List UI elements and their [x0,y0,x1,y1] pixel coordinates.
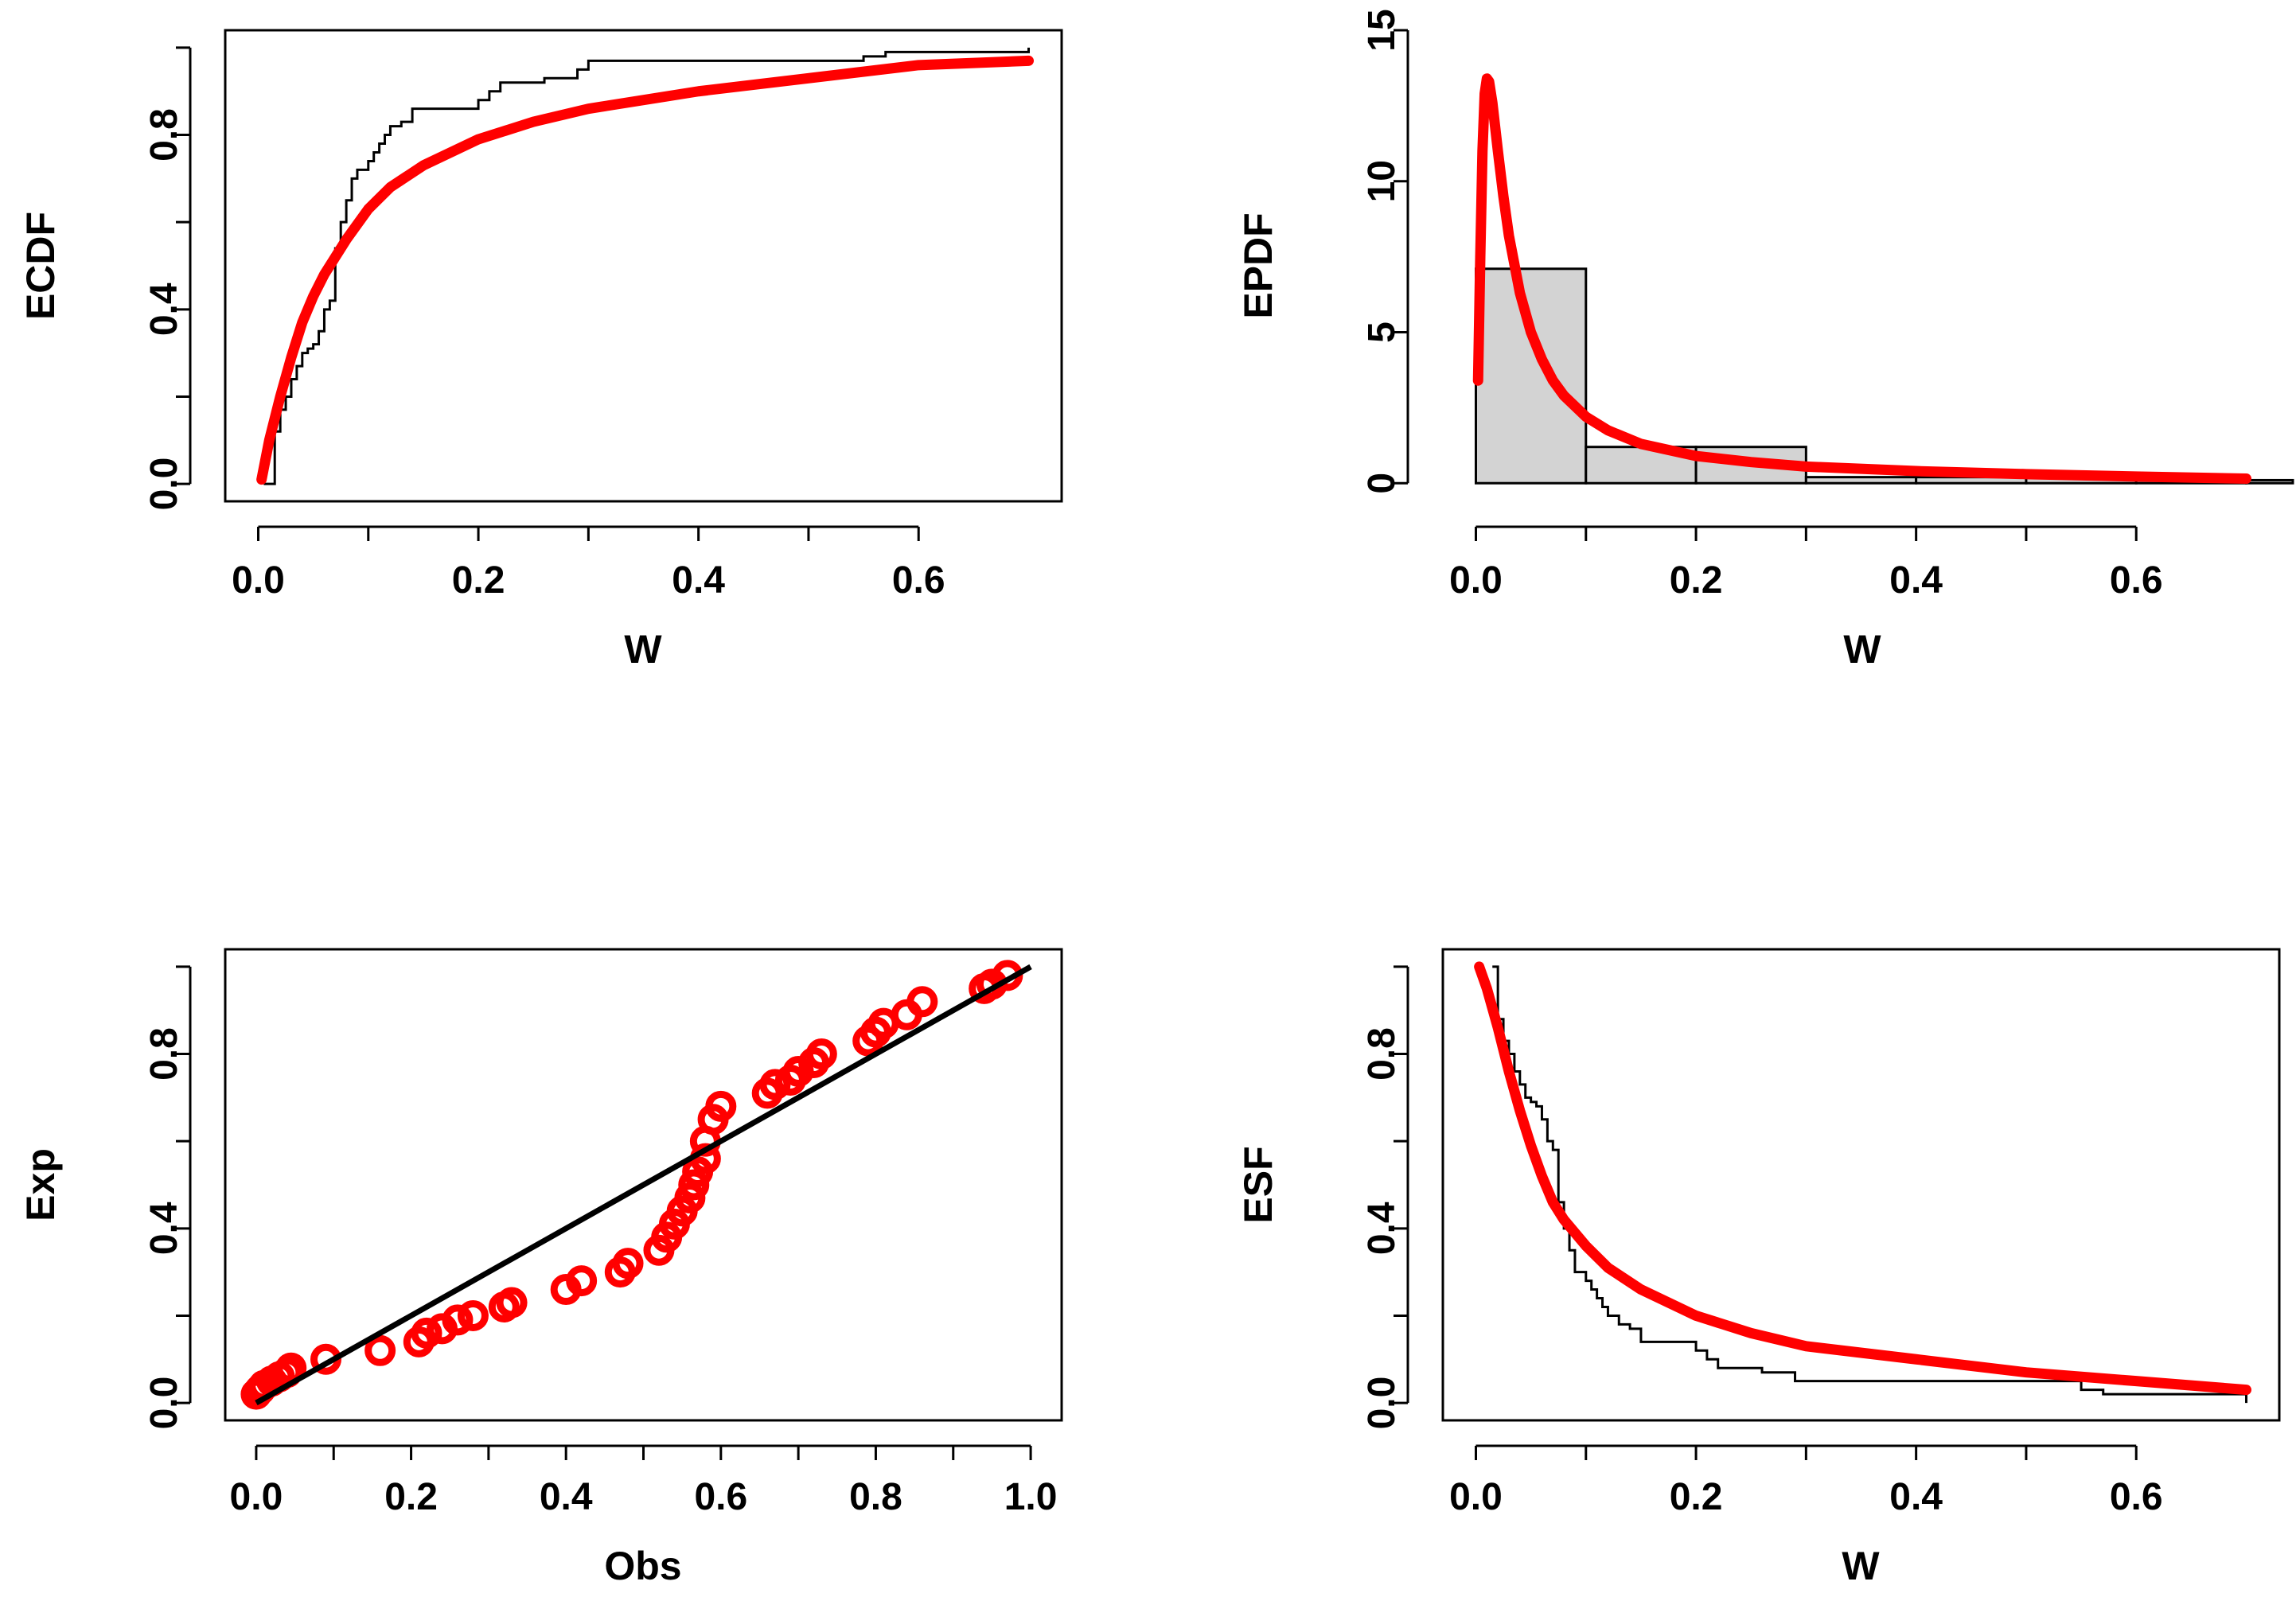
epdf-x-label: W [1843,627,1881,672]
esf-fitted-curve [1474,961,2252,1396]
qq-point-10 [411,1317,442,1349]
qq-x-tick-label-4: 0.8 [849,1476,902,1518]
ecdf-y-axis: 0.0 0.4 0.8 [143,46,192,511]
qq-x-label: Obs [604,1544,681,1588]
qq-panel: 0.0 0.2 0.4 0.6 0.8 1.0 0.0 0.4 0.8 Obs Exp [18,948,1063,1588]
epdf-x-tick-label-1: 0.2 [1670,559,1723,602]
epdf-marks [1472,73,2294,485]
epdf-histogram-bar-0 [1474,267,1588,485]
qq-y-tick-label-0: 0.0 [143,1377,185,1430]
esf-y-axis: 0.0 0.4 0.8 [1361,965,1409,1430]
esf-x-tick-label-3: 0.6 [2110,1476,2163,1518]
epdf-fitted-curve [1472,73,2252,485]
qq-y-tick-label-4: 0.8 [143,1027,185,1081]
ecdf-marks [256,47,1035,485]
epdf-y-label: EPDF [1236,212,1281,318]
ecdf-x-tick-label-3: 0.6 [892,559,945,602]
qq-x-tick-label-0: 0.0 [230,1476,283,1518]
qq-x-tick-label-5: 1.0 [1004,1476,1058,1518]
qq-point-8 [364,1334,396,1366]
esf-x-tick-label-2: 0.4 [1889,1476,1943,1518]
ecdf-y-tick-label-2: 0.4 [143,282,185,336]
esf-x-label: W [1842,1544,1880,1588]
ecdf-x-label: W [624,627,662,672]
qq-y-tick-label-2: 0.4 [143,1202,185,1255]
ecdf-y-label: ECDF [18,212,63,320]
epdf-y-tick-label-1: 5 [1361,321,1403,343]
esf-y-tick-label-2: 0.4 [1361,1202,1403,1255]
esf-y-tick-label-4: 0.8 [1361,1027,1403,1081]
qq-x-tick-label-3: 0.6 [694,1476,747,1518]
epdf-histogram-bar-7 [2245,478,2294,485]
qq-y-axis: 0.0 0.4 0.8 [143,965,192,1430]
epdf-y-tick-label-2: 10 [1361,160,1403,202]
qq-x-tick-label-2: 0.4 [540,1476,593,1518]
ecdf-x-tick-label-1: 0.2 [452,559,505,602]
esf-x-tick-label-0: 0.0 [1449,1476,1503,1518]
ecdf-y-tick-label-0: 0.0 [143,458,185,511]
epdf-x-tick-label-3: 0.6 [2110,559,2163,602]
ecdf-x-axis: 0.0 0.2 0.4 0.6 [232,525,945,602]
esf-marks [1474,961,2252,1404]
epdf-y-axis: 0 5 10 15 [1361,9,1409,494]
qq-point-19 [612,1248,644,1280]
epdf-x-axis: 0.0 0.2 0.4 0.6 [1449,525,2163,602]
epdf-panel: 0.0 0.2 0.4 0.6 0 5 10 15 W EPDF [1236,9,2294,672]
esf-x-axis: 0.0 0.2 0.4 0.6 [1449,1444,2163,1518]
qq-point-15 [496,1287,528,1318]
ecdf-fitted-curve [256,55,1035,485]
ecdf-x-tick-label-2: 0.4 [672,559,725,602]
epdf-histogram-bar-3 [1804,476,1918,485]
qq-point-6 [275,1352,307,1384]
esf-empirical-step-line [1492,965,2248,1404]
esf-y-tick-label-0: 0.0 [1361,1377,1403,1430]
qq-point-30 [705,1090,737,1122]
ecdf-x-tick-label-0: 0.0 [232,559,285,602]
esf-x-tick-label-1: 0.2 [1670,1476,1723,1518]
esf-panel: 0.0 0.2 0.4 0.6 0.0 0.4 0.8 W ESF [1236,948,2281,1588]
qq-point-32 [759,1069,791,1100]
epdf-x-tick-label-0: 0.0 [1449,559,1503,602]
qq-point-12 [442,1304,474,1336]
ecdf-panel: 0.0 0.2 0.4 0.6 0.0 0.4 0.8 W ECDF [18,29,1063,672]
qq-plot-frame [224,948,1063,1422]
qq-point-41 [906,986,938,1018]
esf-y-label: ESF [1236,1146,1281,1223]
epdf-y-tick-label-0: 0 [1361,473,1403,494]
esf-plot-frame [1441,948,2281,1422]
ecdf-plot-frame [224,29,1063,503]
epdf-y-tick-label-3: 15 [1361,9,1403,51]
epdf-x-tick-label-2: 0.4 [1889,559,1943,602]
qq-point-13 [457,1299,489,1331]
qq-y-label: Exp [18,1148,63,1221]
ecdf-y-tick-label-4: 0.8 [143,108,185,162]
qq-point-36 [805,1038,837,1070]
qq-marks [240,960,1032,1410]
ecdf-empirical-step-line [263,47,1031,485]
qq-x-axis: 0.0 0.2 0.4 0.6 0.8 1.0 [230,1444,1058,1518]
qq-point-17 [566,1265,598,1297]
qq-x-tick-label-1: 0.2 [384,1476,438,1518]
qq-reference-line [255,964,1032,1406]
